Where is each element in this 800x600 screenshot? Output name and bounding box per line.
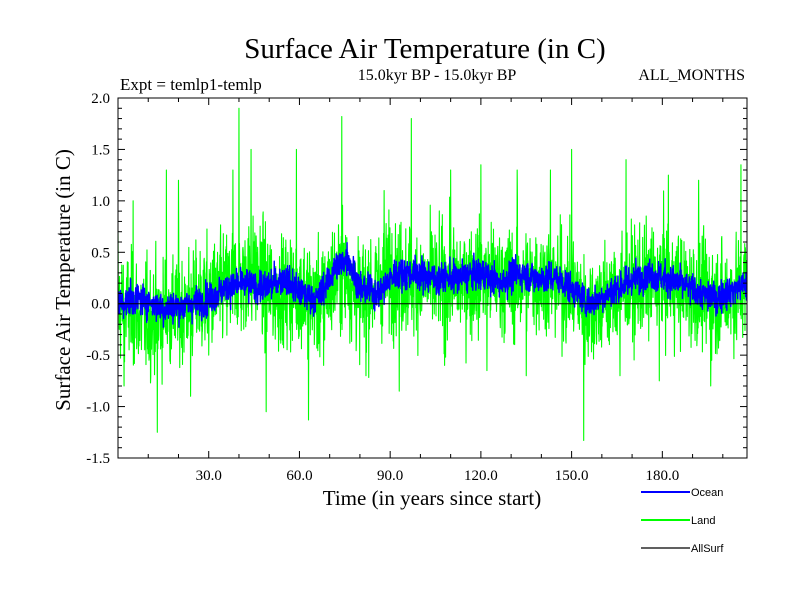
series-group bbox=[118, 107, 747, 442]
legend-label: AllSurf bbox=[691, 543, 724, 555]
legend-item-land: Land bbox=[641, 515, 715, 527]
y-axis-label: Surface Air Temperature (in C) bbox=[51, 149, 75, 411]
legend-label: Ocean bbox=[691, 487, 723, 499]
x-tick-label: 120.0 bbox=[464, 468, 498, 484]
x-axis-label: Time (in years since start) bbox=[323, 486, 542, 510]
plot-frame bbox=[117, 97, 748, 459]
y-tick-label: -1.0 bbox=[86, 400, 110, 416]
y-tick-label: -0.5 bbox=[86, 348, 110, 364]
legend-item-allsurf: AllSurf bbox=[641, 543, 724, 555]
legend-label: Land bbox=[691, 515, 715, 527]
series-ocean bbox=[118, 242, 747, 328]
x-tick-label: 60.0 bbox=[286, 468, 312, 484]
legend-item-ocean: Ocean bbox=[641, 487, 723, 499]
x-tick-label: 90.0 bbox=[377, 468, 403, 484]
experiment-label: Expt = temlp1-temlp bbox=[120, 75, 262, 94]
x-axis: 30.0 60.0 90.0 120.0 150.0 180.0 bbox=[147, 98, 724, 484]
y-tick-label: 0.0 bbox=[91, 297, 110, 313]
y-tick-label: 0.5 bbox=[91, 245, 110, 261]
months-label: ALL_MONTHS bbox=[638, 67, 745, 84]
y-tick-label: -1.5 bbox=[86, 451, 110, 467]
chart-title: Surface Air Temperature (in C) bbox=[244, 33, 605, 65]
x-tick-label: 180.0 bbox=[645, 468, 679, 484]
y-tick-label: 2.0 bbox=[91, 91, 110, 107]
y-tick-label: 1.5 bbox=[91, 142, 110, 158]
x-tick-label: 150.0 bbox=[555, 468, 589, 484]
chart-subtitle: 15.0kyr BP - 15.0kyr BP bbox=[358, 67, 517, 84]
series-land bbox=[118, 107, 747, 442]
legend: Ocean Land AllSurf bbox=[641, 487, 724, 555]
y-axis: -1.5 -1.0 -0.5 0.0 0.5 1.0 1.5 2.0 bbox=[86, 91, 747, 467]
x-tick-label: 30.0 bbox=[196, 468, 222, 484]
y-tick-label: 1.0 bbox=[91, 194, 110, 210]
